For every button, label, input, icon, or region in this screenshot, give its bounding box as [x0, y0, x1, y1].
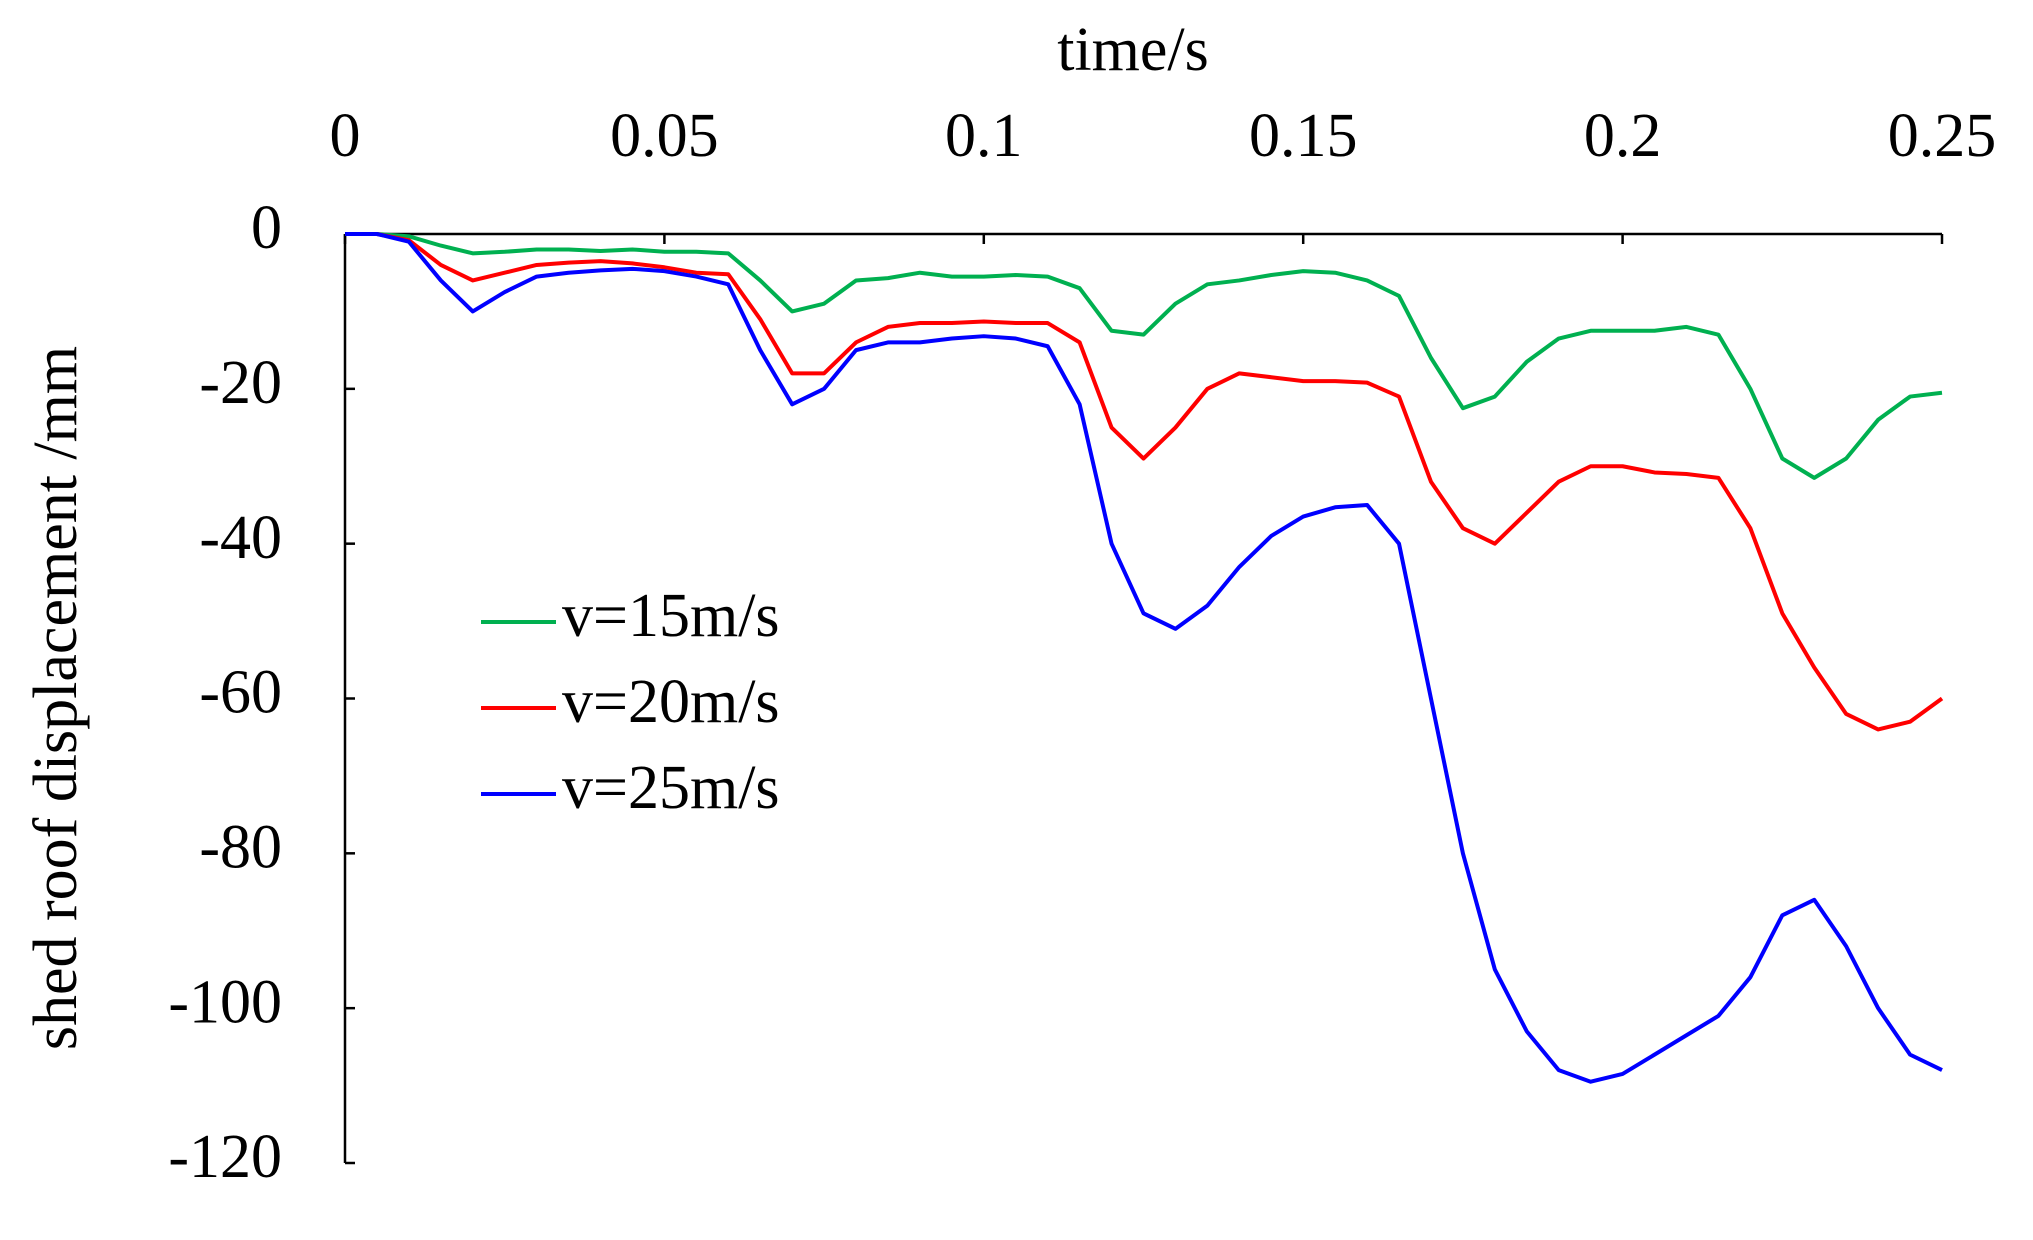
y-tick-label: -60: [199, 659, 282, 727]
x-tick-label: 0.2: [1584, 102, 1662, 170]
legend-label: v=20m/s: [562, 668, 780, 736]
x-tick-label: 0.1: [945, 102, 1023, 170]
x-tick-label: 0.25: [1888, 102, 1997, 170]
x-tick-label: 0.15: [1249, 102, 1358, 170]
y-axis-label: shed roof displacement /mm: [22, 346, 90, 1050]
x-tick-label: 0: [330, 102, 361, 170]
x-axis-label: time/s: [1057, 16, 1209, 84]
legend-label: v=25m/s: [562, 754, 780, 822]
y-tick-label: -100: [168, 968, 282, 1036]
x-tick-label: 0.05: [610, 102, 719, 170]
data-line: [345, 232, 1943, 1084]
legend-label: v=15m/s: [562, 582, 780, 650]
y-tick-label: -120: [168, 1123, 282, 1191]
y-tick-label: -40: [199, 504, 282, 572]
y-tick-label: 0: [251, 194, 282, 262]
y-tick-label: -80: [199, 814, 282, 882]
data-line: [345, 232, 1943, 480]
y-tick-label: -20: [199, 349, 282, 417]
data-line: [345, 232, 1944, 732]
